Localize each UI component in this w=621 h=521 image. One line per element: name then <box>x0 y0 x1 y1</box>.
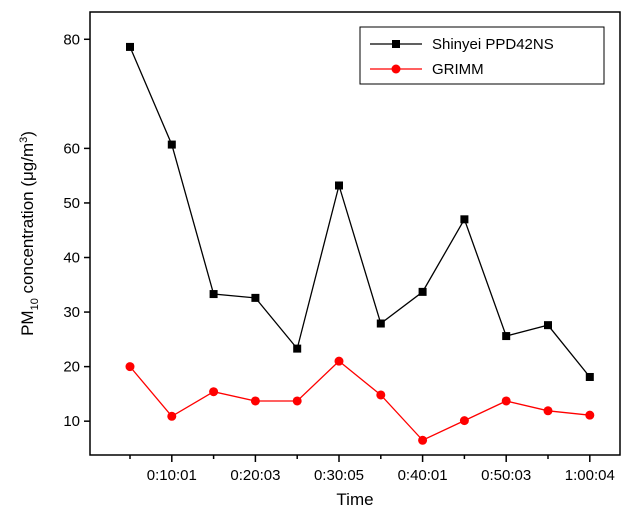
x-tick-label: 0:10:01 <box>147 467 197 484</box>
y-tick-label: 80 <box>63 31 80 48</box>
marker <box>250 396 260 406</box>
y-axis-title-part: 3 <box>18 137 30 143</box>
x-tick-label: 1:00:04 <box>565 467 615 484</box>
legend-box <box>359 26 605 85</box>
y-axis-title-part: ) <box>18 131 37 137</box>
legend-label: Shinyei PPD42NS <box>432 36 554 53</box>
marker <box>167 140 176 149</box>
x-axis-title: Time <box>336 490 373 509</box>
marker <box>376 319 385 328</box>
marker <box>125 362 135 372</box>
y-tick-label: 60 <box>63 140 80 157</box>
marker <box>391 64 401 74</box>
marker <box>293 344 302 353</box>
x-tick-label: 0:40:01 <box>398 467 448 484</box>
series-line <box>129 46 591 378</box>
legend-label: GRIMM <box>432 61 484 78</box>
y-axis-title: PM10 concentration (μg/m3) <box>18 131 41 336</box>
marker <box>459 416 469 426</box>
marker <box>292 396 302 406</box>
y-tick-label: 50 <box>63 195 80 212</box>
marker <box>501 396 511 406</box>
y-axis-title-part: concentration (μg/m <box>18 143 37 298</box>
marker <box>543 406 553 416</box>
marker <box>544 321 552 330</box>
marker <box>335 181 343 190</box>
marker <box>126 42 134 51</box>
x-tick-label: 0:20:03 <box>230 467 280 484</box>
marker <box>209 290 218 299</box>
y-tick-label: 20 <box>63 359 80 376</box>
marker <box>418 287 427 296</box>
series-line <box>129 360 590 442</box>
marker <box>418 435 428 445</box>
marker <box>585 410 595 420</box>
marker <box>167 411 177 421</box>
marker <box>209 387 219 397</box>
marker <box>460 215 469 224</box>
y-tick-label: 10 <box>63 413 80 430</box>
y-axis-title-part: 10 <box>29 298 41 310</box>
x-tick-label: 0:50:03 <box>481 467 531 484</box>
marker <box>502 332 511 341</box>
plot-frame <box>89 11 621 456</box>
x-tick-label: 0:30:05 <box>314 467 364 484</box>
marker <box>585 372 594 381</box>
marker <box>251 293 260 302</box>
marker <box>392 40 400 48</box>
y-tick-label: 40 <box>63 250 80 267</box>
y-axis-title-part: PM <box>18 310 37 336</box>
marker <box>376 390 386 400</box>
marker <box>334 356 344 366</box>
y-tick-label: 30 <box>63 304 80 321</box>
